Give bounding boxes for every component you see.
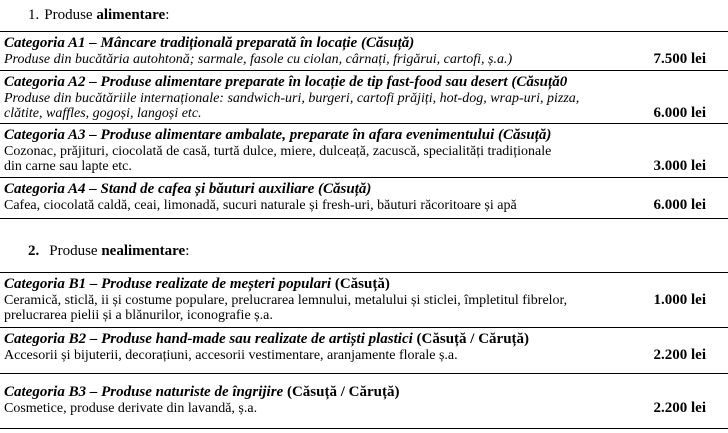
category-b2-price: 2.200 lei xyxy=(653,347,707,363)
section-1-number: 1. xyxy=(28,7,40,23)
category-b1-description: Ceramică, sticlă, ii și costume populare… xyxy=(4,293,654,323)
category-b1-title: Categoria B1 – Produse realizate de meșt… xyxy=(4,276,706,293)
category-b3-description: Cosmetice, produse derivate din lavandă,… xyxy=(4,401,654,416)
section-2-bold-word: nealimentare xyxy=(101,243,186,259)
section-1-colon: : xyxy=(165,7,170,23)
category-b3-title-plain: (Căsuță / Căruță) xyxy=(283,384,400,400)
section-1-bold-word: alimentare xyxy=(96,7,166,23)
category-b3-title: Categoria B3 – Produse naturiste de îngr… xyxy=(4,384,706,401)
category-a1-title: Categoria A1 – Mâncare tradițională prep… xyxy=(4,35,706,52)
description-line: Produse din bucătăria autohtonă; sarmale… xyxy=(4,52,513,67)
category-a2-title-italic: Categoria A2 – Produse alimentare prepar… xyxy=(4,74,568,90)
category-b2-title-plain: (Căsuță / Căruță) xyxy=(412,331,530,347)
section-2-heading: 2. Produse nealimentare: xyxy=(0,242,728,260)
category-row-a1: Categoria A1 – Mâncare tradițională prep… xyxy=(0,32,728,71)
category-row-a4: Categoria A4 – Stand de cafea și băuturi… xyxy=(0,178,728,219)
food-products-table: Categoria A1 – Mâncare tradițională prep… xyxy=(0,31,728,219)
category-a2-description: Produse din bucătăriile internaționale: … xyxy=(4,91,654,121)
category-a4-price: 6.000 lei xyxy=(653,197,707,213)
description-line: clătite, waffles, gogoși, langoși etc. xyxy=(4,106,202,121)
description-line: Produse din bucătăriile internaționale: … xyxy=(4,91,580,106)
category-b3-price: 2.200 lei xyxy=(653,400,707,416)
section-2-colon: : xyxy=(185,243,190,259)
category-a4-title: Categoria A4 – Stand de cafea și băuturi… xyxy=(4,181,706,198)
description-line: prelucrarea pielii și a blănurilor, icon… xyxy=(4,308,273,323)
section-2-prefix: Produse xyxy=(49,243,98,259)
category-a3-title: Categoria A3 – Produse alimentare ambala… xyxy=(4,127,706,144)
description-line: Accesorii și bijuterii, decorațiuni, acc… xyxy=(4,348,458,363)
category-b1-title-plain: (Căsuță) xyxy=(331,276,390,292)
category-a4-title-italic: Categoria A4 – Stand de cafea și băuturi… xyxy=(4,181,372,197)
section-1-prefix: Produse xyxy=(44,7,93,23)
category-a3-price: 3.000 lei xyxy=(653,158,707,174)
category-row-a3: Categoria A3 – Produse alimentare ambala… xyxy=(0,124,728,178)
category-a1-description: Produse din bucătăria autohtonă; sarmale… xyxy=(4,52,654,67)
section-1-heading: 1. Produse alimentare: xyxy=(0,0,728,24)
nonfood-products-table: Categoria B1 – Produse realizate de meșt… xyxy=(0,272,728,429)
category-b3-title-italic: Categoria B3 – Produse naturiste de îngr… xyxy=(4,384,284,400)
category-row-b1: Categoria B1 – Produse realizate de meșt… xyxy=(0,273,728,328)
description-line: Cosmetice, produse derivate din lavandă,… xyxy=(4,401,258,416)
category-b2-description: Accesorii și bijuterii, decorațiuni, acc… xyxy=(4,348,654,363)
description-line: Cozonac, prăjituri, ciocolată de casă, t… xyxy=(4,144,552,159)
category-row-b3: Categoria B3 – Produse naturiste de îngr… xyxy=(0,374,728,429)
category-a1-title-italic: Categoria A1 – Mâncare tradițională prep… xyxy=(4,35,415,51)
category-a2-price: 6.000 lei xyxy=(653,105,707,121)
category-b2-title-italic: Categoria B2 – Produse hand-made sau rea… xyxy=(4,331,413,347)
category-row-a2: Categoria A2 – Produse alimentare prepar… xyxy=(0,71,728,124)
category-b2-title: Categoria B2 – Produse hand-made sau rea… xyxy=(4,331,706,348)
section-2-number: 2. xyxy=(28,243,40,259)
category-a2-title: Categoria A2 – Produse alimentare prepar… xyxy=(4,74,706,91)
category-a3-title-italic: Categoria A3 – Produse alimentare ambala… xyxy=(4,127,552,143)
category-row-b2: Categoria B2 – Produse hand-made sau rea… xyxy=(0,328,728,374)
category-a1-price: 7.500 lei xyxy=(653,51,707,67)
category-a4-description: Cafea, ciocolată caldă, ceai, limonadă, … xyxy=(4,198,654,213)
category-a3-description: Cozonac, prăjituri, ciocolată de casă, t… xyxy=(4,144,654,174)
category-b1-price: 1.000 lei xyxy=(653,292,707,308)
description-line: din carne sau lapte etc. xyxy=(4,159,132,174)
description-line: Ceramică, sticlă, ii și costume populare… xyxy=(4,293,568,308)
description-line: Cafea, ciocolată caldă, ceai, limonadă, … xyxy=(4,198,517,213)
category-b1-title-italic: Categoria B1 – Produse realizate de meșt… xyxy=(4,276,332,292)
